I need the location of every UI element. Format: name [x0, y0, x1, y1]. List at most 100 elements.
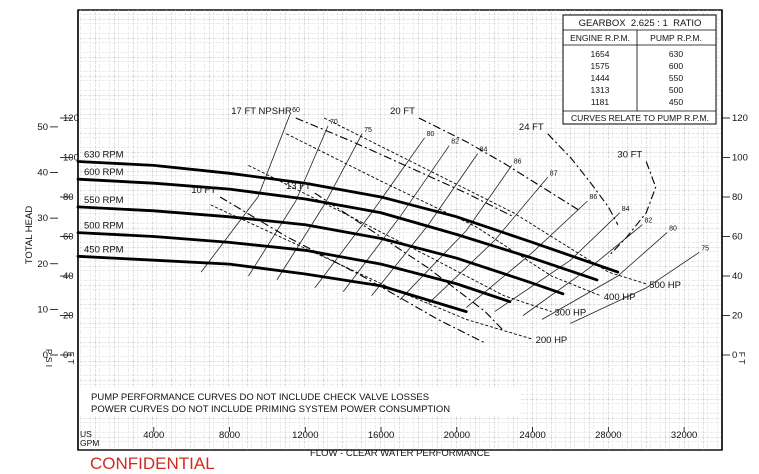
ft-tick-label-right: 120 [732, 113, 748, 124]
power-label: 500 HP [649, 280, 681, 291]
ft-tick-label-right: 40 [732, 271, 743, 282]
gearbox-engine-rpm: 1444 [591, 73, 610, 83]
efficiency-line [522, 224, 643, 316]
power-line [323, 117, 647, 285]
npshr-line [547, 133, 619, 225]
head-line [76, 205, 565, 296]
power-line [248, 164, 552, 313]
efficiency-line [494, 212, 620, 312]
npshr-label: 10 FT [191, 185, 216, 196]
npshr-line [219, 196, 486, 344]
x-tick-label: 16000 [368, 430, 394, 441]
gearbox-title: GEARBOX 2.625 : 1 RATIO [579, 18, 702, 29]
x-tick-label: 24000 [519, 430, 545, 441]
note-priming-system: POWER CURVES DO NOT INCLUDE PRIMING SYST… [91, 404, 450, 415]
efficiency-line [276, 133, 363, 281]
x-axis-unit-us: US [80, 429, 92, 439]
npshr-curves [219, 117, 657, 344]
efficiency-line [541, 232, 668, 320]
head-line [76, 177, 599, 282]
ft-unit-label-right: F T [737, 352, 747, 365]
gearbox-pump-rpm: 600 [669, 61, 683, 71]
ft-tick-label-left: 100 [63, 153, 79, 164]
head-curve-label: 450 RPM [84, 244, 124, 255]
efficiency-line [200, 113, 291, 273]
efficiency-label: 82 [644, 218, 652, 225]
ft-tick-label-right: 60 [732, 232, 743, 243]
ft-tick-label-left: 40 [63, 271, 74, 282]
npshr-label: 13 FT [286, 181, 311, 192]
efficiency-label: 75 [701, 245, 709, 252]
ft-tick-label-right: 80 [732, 192, 743, 203]
npshr-line [295, 117, 514, 218]
axis-ticks: 4000 8000 12000 16000 20000 24000 28000 32000 0 0… [37, 113, 747, 441]
efficiency-label: 82 [451, 139, 459, 146]
gearbox-pump-rpm: 500 [669, 85, 683, 95]
series-labels: 630 RPM 600 RPM 550 RPM 500 RPM 450 RPM 500 H… [84, 106, 681, 346]
x-tick-label: 4000 [143, 430, 164, 441]
ft-tick-label-right: 20 [732, 311, 743, 322]
efficiency-label: 75 [364, 127, 372, 134]
x-axis-title-group: US GPM FLOW - CLEAR WATER PERFORMANCE [80, 429, 490, 459]
efficiency-label: 84 [480, 147, 488, 154]
head-curve-label: 600 RPM [84, 167, 124, 178]
power-curves [210, 117, 647, 340]
efficiency-label: 86 [590, 194, 598, 201]
efficiency-label: 86 [514, 158, 522, 165]
power-label: 200 HP [536, 335, 568, 346]
efficiency-label: 60 [292, 107, 300, 114]
head-curve-label: 630 RPM [84, 149, 124, 160]
gearbox-note: CURVES RELATE TO PUMP R.P.M. [571, 113, 709, 123]
ft-tick-label-left: 120 [63, 113, 79, 124]
y-axis-title-group: TOTAL HEAD P S I F T F T [24, 206, 747, 367]
efficiency-line [248, 125, 329, 277]
x-tick-label: 20000 [444, 430, 470, 441]
x-tick-label: 32000 [671, 430, 697, 441]
notes-background [79, 388, 521, 416]
gearbox-header-pump: PUMP R.P.M. [650, 33, 702, 43]
power-label: 400 HP [604, 292, 636, 303]
efficiency-line [371, 153, 479, 297]
efficiency-line [314, 137, 425, 289]
head-line [76, 231, 512, 304]
psi-tick-label: 30 [37, 213, 48, 224]
gearbox-table: GEARBOX 2.625 : 1 RATIO ENGINE R.P.M. PU… [562, 14, 717, 125]
npshr-line [608, 161, 657, 257]
head-line [76, 254, 468, 313]
gearbox-pump-rpm: 550 [669, 73, 683, 83]
ft-tick-label-left: 20 [63, 311, 74, 322]
x-tick-label: 12000 [292, 430, 318, 441]
head-curves [76, 160, 620, 313]
notes-box: PUMP PERFORMANCE CURVES DO NOT INCLUDE C… [79, 388, 521, 416]
ft-tick-label-right: 0 [732, 350, 737, 361]
gearbox-engine-rpm: 1575 [591, 61, 610, 71]
x-tick-label: 28000 [595, 430, 621, 441]
x-tick-label: 8000 [219, 430, 240, 441]
note-check-valve: PUMP PERFORMANCE CURVES DO NOT INCLUDE C… [91, 392, 429, 403]
efficiency-line [399, 165, 513, 300]
npshr-label: 24 FT [519, 122, 544, 133]
gearbox-engine-rpm: 1313 [591, 85, 610, 95]
npshr-line [418, 117, 581, 212]
psi-tick-label: 40 [37, 168, 48, 179]
gearbox-engine-rpm: 1181 [591, 97, 610, 107]
gearbox-pump-rpm: 450 [669, 97, 683, 107]
x-axis-title: FLOW - CLEAR WATER PERFORMANCE [310, 448, 490, 459]
x-axis-unit-gpm: GPM [80, 438, 99, 448]
efficiency-line [466, 200, 588, 308]
psi-tick-label: 0 [43, 350, 48, 361]
y-axis-title: TOTAL HEAD [24, 206, 35, 265]
power-line [286, 133, 601, 297]
efficiency-label: 80 [669, 226, 677, 233]
npshr-label: 17 FT NPSHR [231, 106, 292, 117]
power-label: 300 HP [555, 308, 587, 319]
head-line [76, 160, 620, 274]
psi-unit-label: P S I [44, 349, 54, 367]
gearbox-engine-rpm: 1654 [591, 49, 610, 59]
ft-tick-label-left: 80 [63, 192, 74, 203]
gearbox-header-engine: ENGINE R.P.M. [570, 33, 630, 43]
npshr-label: 30 FT [617, 149, 642, 160]
ft-tick-label-left: 60 [63, 232, 74, 243]
gearbox-pump-rpm: 630 [669, 49, 683, 59]
